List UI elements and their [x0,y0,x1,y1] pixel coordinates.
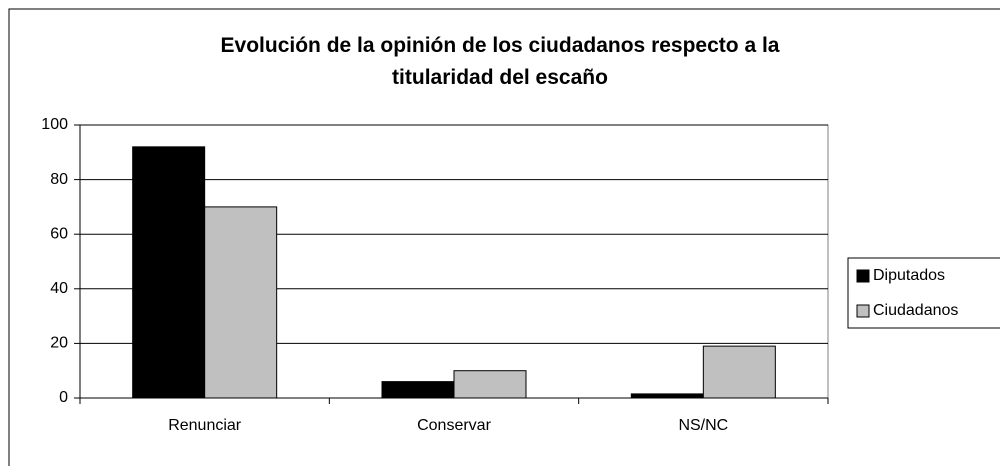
x-tick-label: Conservar [417,417,491,434]
bar [453,370,527,399]
y-tick-label: 0 [59,389,68,406]
legend-label: Diputados [873,267,945,284]
y-tick-label: 20 [50,335,68,352]
legend-swatch [856,269,870,283]
bar [381,381,455,399]
legend-swatch [856,304,870,318]
y-tick-label: 80 [50,171,68,188]
bar [132,146,206,399]
bar [204,206,278,399]
x-tick-label: Renunciar [168,417,242,434]
chart-title: Evolución de la opinión de los ciudadano… [220,34,780,89]
legend-box [847,257,1000,329]
y-tick-label: 100 [41,116,68,133]
y-tick-label: 40 [50,280,68,297]
bar [630,393,704,399]
bar [702,345,776,399]
legend-label: Ciudadanos [873,302,958,319]
y-tick-label: 60 [50,225,68,242]
x-tick-label: NS/NC [678,417,728,434]
